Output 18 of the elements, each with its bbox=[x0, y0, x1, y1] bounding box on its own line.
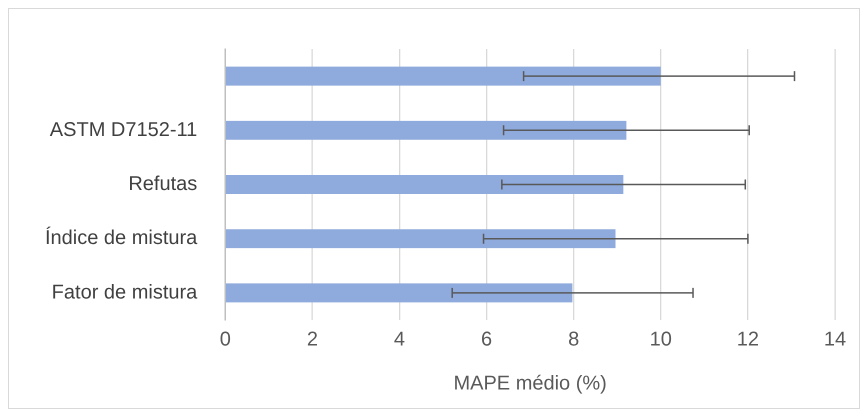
y-tick-label: ASTM D7152-11 bbox=[50, 118, 198, 141]
y-tick-label: Refutas bbox=[128, 173, 198, 196]
bar bbox=[226, 229, 616, 248]
bar bbox=[226, 120, 626, 140]
x-tick-label: 4 bbox=[394, 328, 406, 351]
y-tick-label: Índice de mistura bbox=[45, 226, 198, 250]
x-tick-label: 10 bbox=[650, 328, 672, 351]
x-tick-label: 12 bbox=[736, 328, 760, 351]
y-tick-label: Fator de mistura bbox=[52, 281, 198, 304]
bar bbox=[226, 175, 624, 194]
x-tick-label: 2 bbox=[306, 328, 318, 351]
x-tick-label: 14 bbox=[824, 328, 846, 351]
x-tick-label: 8 bbox=[568, 328, 580, 351]
bar bbox=[226, 66, 661, 86]
x-axis-title: MAPE médio (%) bbox=[453, 372, 607, 395]
bar bbox=[226, 283, 572, 302]
x-tick-label: 0 bbox=[220, 328, 231, 351]
x-tick-label: 6 bbox=[481, 328, 492, 351]
